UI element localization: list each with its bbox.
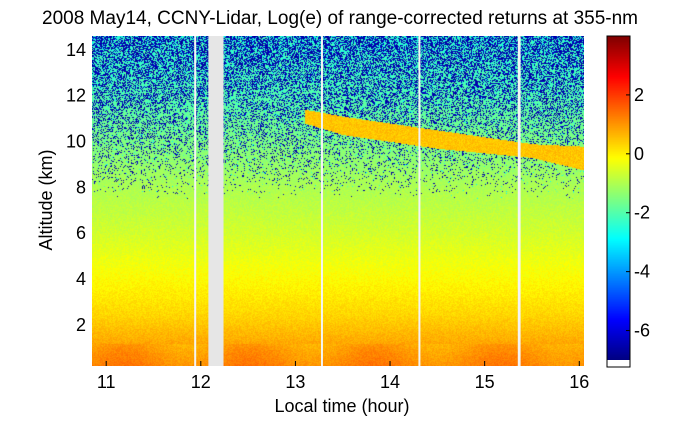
x-axis-label: Local time (hour) — [274, 396, 409, 416]
y-tick-label: 8 — [76, 177, 86, 197]
colorbar-tick-label: -2 — [634, 203, 650, 223]
x-tick-label: 14 — [380, 372, 400, 392]
y-tick-label: 14 — [66, 40, 86, 60]
data-gap-2 — [320, 36, 323, 366]
y-tick-label: 12 — [66, 86, 86, 106]
colorbar-tick-label: 0 — [634, 144, 644, 164]
y-tick-label: 2 — [76, 315, 86, 335]
colorbar: 2 0 -2 -4 -6 — [606, 35, 650, 368]
x-tick-label: 15 — [475, 372, 495, 392]
x-tick-label: 12 — [191, 372, 211, 392]
x-tick-label: 11 — [97, 372, 116, 392]
data-gap-4 — [517, 36, 521, 366]
colorbar-tick-label: -6 — [634, 321, 650, 341]
data-gap-0 — [194, 36, 197, 366]
x-tick-label: 16 — [569, 372, 589, 392]
colorbar-tick-label: 2 — [634, 85, 644, 105]
data-gap-3 — [418, 36, 421, 366]
plot-area — [92, 36, 584, 366]
colorbar-frame — [606, 35, 631, 368]
y-tick-label: 10 — [66, 131, 86, 151]
y-tick-label: 6 — [76, 223, 86, 243]
x-tick-label: 13 — [285, 372, 305, 392]
colorbar-tick-label: -4 — [634, 262, 650, 282]
y-axis-label: Altitude (km) — [36, 149, 56, 250]
data-gap-1 — [208, 36, 224, 366]
heatmap-image — [92, 36, 584, 366]
y-tick-label: 4 — [76, 269, 86, 289]
chart-title: 2008 May14, CCNY-Lidar, Log(e) of range-… — [42, 8, 638, 29]
colorbar-gradient — [607, 36, 630, 360]
